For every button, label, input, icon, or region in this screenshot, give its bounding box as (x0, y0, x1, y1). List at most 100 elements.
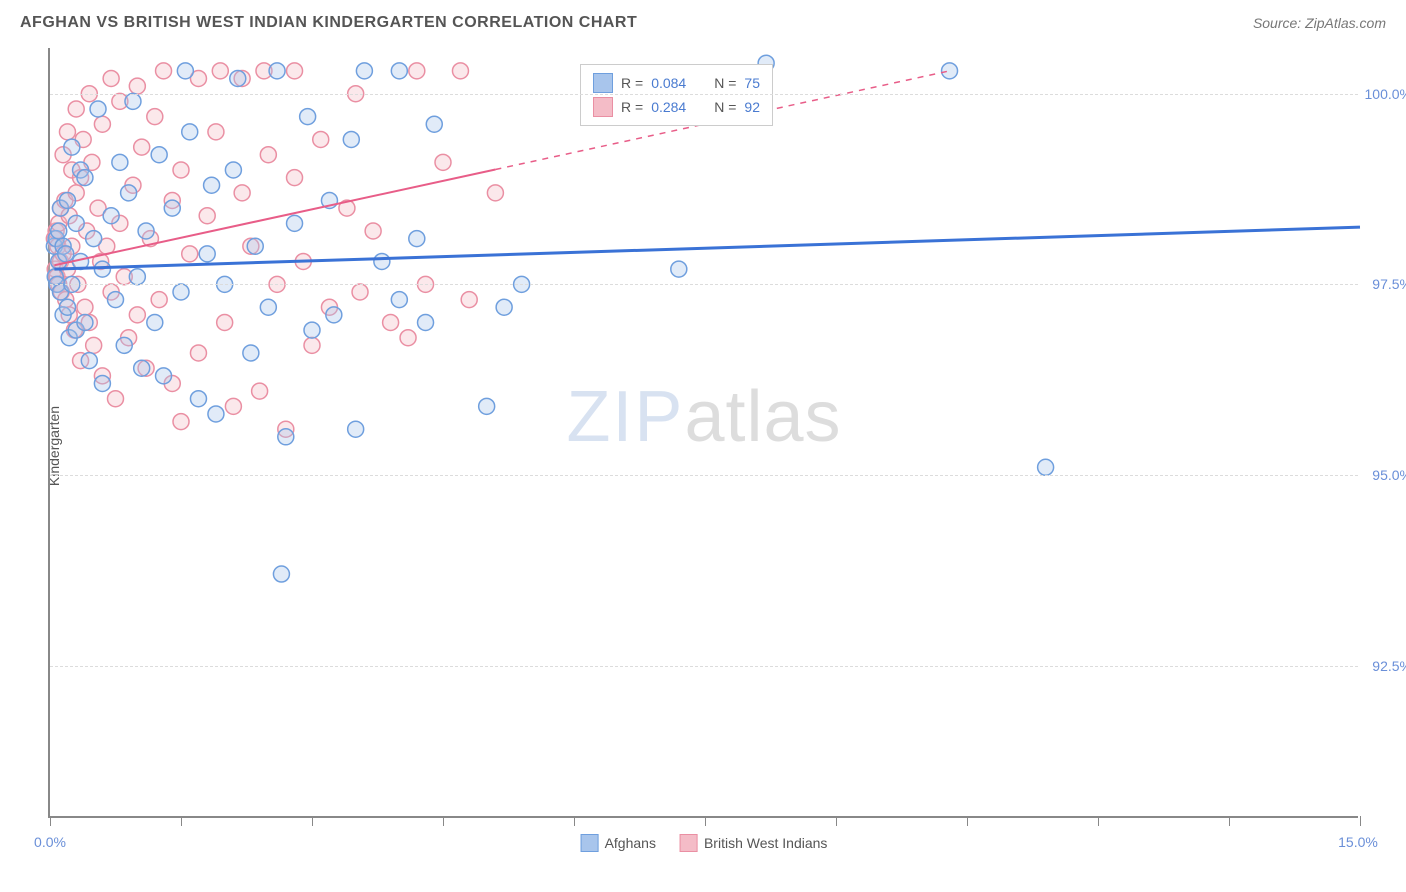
chart-title: AFGHAN VS BRITISH WEST INDIAN KINDERGART… (20, 14, 637, 32)
scatter-point (343, 131, 359, 147)
scatter-point (86, 231, 102, 247)
stats-legend-row-bwi: R = 0.284 N = 92 (593, 95, 760, 119)
scatter-point (452, 63, 468, 79)
scatter-point (129, 269, 145, 285)
scatter-point (409, 63, 425, 79)
scatter-point (147, 109, 163, 125)
scatter-point (182, 246, 198, 262)
xtick-mark (443, 816, 444, 826)
scatter-point (190, 345, 206, 361)
scatter-point (94, 116, 110, 132)
scatter-point (77, 170, 93, 186)
stats-legend-row-afghans: R = 0.084 N = 75 (593, 71, 760, 95)
scatter-point (374, 253, 390, 269)
scatter-point (225, 162, 241, 178)
r-value: 0.084 (651, 75, 686, 91)
scatter-point (151, 147, 167, 163)
scatter-point (313, 131, 329, 147)
scatter-point (59, 124, 75, 140)
scatter-point (108, 292, 124, 308)
scatter-point (134, 139, 150, 155)
scatter-point (112, 154, 128, 170)
scatter-point (304, 322, 320, 338)
scatter-point (156, 368, 172, 384)
scatter-point (243, 345, 259, 361)
legend-label: Afghans (605, 835, 656, 851)
scatter-point (116, 337, 132, 353)
scatter-point (461, 292, 477, 308)
scatter-point (199, 208, 215, 224)
scatter-point (247, 238, 263, 254)
ytick-label: 97.5% (1364, 276, 1406, 292)
scatter-point (269, 63, 285, 79)
scatter-point (58, 246, 74, 262)
scatter-point (1038, 459, 1054, 475)
scatter-point (134, 360, 150, 376)
scatter-point (156, 63, 172, 79)
scatter-point (199, 246, 215, 262)
scatter-point (138, 223, 154, 239)
xtick-mark (1098, 816, 1099, 826)
gridline-h (50, 666, 1358, 667)
xtick-mark (1360, 816, 1361, 826)
scatter-point (77, 299, 93, 315)
gridline-h (50, 94, 1358, 95)
scatter-point (77, 314, 93, 330)
scatter-point (252, 383, 268, 399)
scatter-point (352, 284, 368, 300)
xtick-mark (836, 816, 837, 826)
scatter-point (278, 429, 294, 445)
scatter-point (212, 63, 228, 79)
scatter-point (260, 147, 276, 163)
scatter-point (479, 398, 495, 414)
xtick-mark (574, 816, 575, 826)
scatter-point (230, 70, 246, 86)
scatter-point (64, 139, 80, 155)
n-value: 75 (744, 75, 760, 91)
scatter-point (487, 185, 503, 201)
scatter-point (391, 63, 407, 79)
scatter-point (68, 215, 84, 231)
scatter-point (147, 314, 163, 330)
ytick-label: 100.0% (1364, 86, 1406, 102)
ytick-label: 92.5% (1364, 658, 1406, 674)
n-label: N = (714, 99, 736, 115)
scatter-point (225, 398, 241, 414)
scatter-point (400, 330, 416, 346)
scatter-point (182, 124, 198, 140)
scatter-point (151, 292, 167, 308)
scatter-point (418, 314, 434, 330)
r-value: 0.284 (651, 99, 686, 115)
scatter-point (356, 63, 372, 79)
scatter-point (426, 116, 442, 132)
scatter-point (348, 421, 364, 437)
scatter-point (129, 78, 145, 94)
n-value: 92 (744, 99, 760, 115)
legend-item-bwi: British West Indians (680, 834, 827, 852)
gridline-h (50, 284, 1358, 285)
scatter-point (391, 292, 407, 308)
scatter-point (129, 307, 145, 323)
scatter-point (496, 299, 512, 315)
xtick-mark (705, 816, 706, 826)
legend-swatch-blue (593, 73, 613, 93)
scatter-point (204, 177, 220, 193)
scatter-point (173, 284, 189, 300)
legend-swatch-blue (581, 834, 599, 852)
scatter-point (164, 200, 180, 216)
scatter-point (383, 314, 399, 330)
r-label: R = (621, 75, 643, 91)
xtick-label-min: 0.0% (34, 834, 66, 850)
legend-swatch-pink (593, 97, 613, 117)
scatter-point (173, 414, 189, 430)
scatter-point (287, 215, 303, 231)
scatter-point (217, 314, 233, 330)
scatter-point (103, 208, 119, 224)
scatter-point (121, 185, 137, 201)
xtick-mark (1229, 816, 1230, 826)
scatter-point (234, 185, 250, 201)
scatter-point (208, 406, 224, 422)
scatter-point (435, 154, 451, 170)
scatter-point (125, 93, 141, 109)
scatter-point (59, 299, 75, 315)
